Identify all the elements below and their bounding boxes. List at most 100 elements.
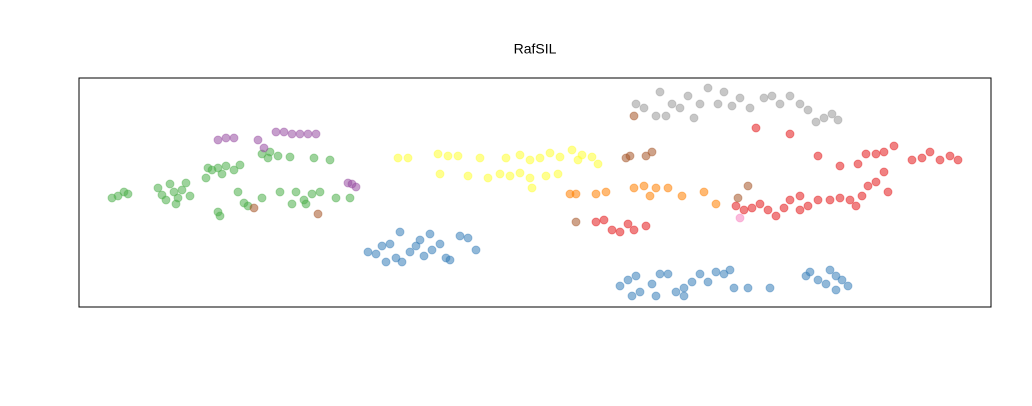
point <box>627 291 637 301</box>
point <box>591 189 601 199</box>
point <box>735 93 745 103</box>
point <box>271 127 281 137</box>
point <box>651 111 661 121</box>
point <box>249 203 259 213</box>
point <box>123 189 133 199</box>
point <box>313 209 323 219</box>
point <box>215 211 225 221</box>
point <box>229 133 239 143</box>
point <box>935 155 945 165</box>
point <box>573 155 583 165</box>
point <box>827 109 837 119</box>
point <box>161 195 171 205</box>
point <box>593 159 603 169</box>
point <box>201 173 211 183</box>
point <box>229 165 239 175</box>
point <box>695 99 705 109</box>
point <box>651 183 661 193</box>
point <box>629 183 639 193</box>
point <box>679 291 689 301</box>
point <box>667 99 677 109</box>
point <box>393 153 403 163</box>
point <box>639 181 649 191</box>
point <box>639 103 649 113</box>
point <box>265 147 275 157</box>
point <box>711 267 721 277</box>
point <box>169 187 179 197</box>
point <box>871 149 881 159</box>
chart-title: RafSIL <box>514 41 557 57</box>
point <box>351 182 361 192</box>
point <box>883 187 893 197</box>
point <box>445 255 455 265</box>
point <box>291 187 301 197</box>
point <box>695 269 705 279</box>
point <box>301 199 311 209</box>
point <box>857 191 867 201</box>
point <box>813 275 823 285</box>
point <box>719 269 729 279</box>
point <box>615 281 625 291</box>
point <box>403 153 413 163</box>
point <box>739 205 749 215</box>
point <box>689 113 699 123</box>
point <box>325 155 335 165</box>
point <box>381 257 391 267</box>
point <box>203 163 213 173</box>
point <box>545 148 555 158</box>
point <box>411 241 421 251</box>
point <box>463 171 473 181</box>
point <box>221 133 231 143</box>
point <box>275 187 285 197</box>
point <box>631 271 641 281</box>
point <box>363 247 373 257</box>
point <box>385 239 395 249</box>
point <box>377 241 387 251</box>
point <box>623 275 633 285</box>
point <box>703 83 713 93</box>
point <box>287 129 297 139</box>
point <box>435 169 445 179</box>
point <box>907 155 917 165</box>
point <box>785 195 795 205</box>
point <box>273 151 283 161</box>
point <box>729 283 739 293</box>
point <box>629 111 639 121</box>
point <box>925 147 935 157</box>
point <box>663 269 673 279</box>
point <box>645 191 655 201</box>
point <box>703 277 713 287</box>
point <box>235 160 245 170</box>
point <box>475 153 485 163</box>
point <box>257 193 267 203</box>
point <box>831 271 841 281</box>
point <box>835 161 845 171</box>
point <box>699 187 709 197</box>
point <box>567 145 577 155</box>
point <box>661 111 671 121</box>
point <box>727 101 737 111</box>
point <box>571 189 581 199</box>
point <box>833 115 843 125</box>
point <box>483 173 493 183</box>
point <box>415 235 425 245</box>
point <box>171 199 181 209</box>
point <box>819 113 829 123</box>
point <box>553 169 563 179</box>
point <box>259 143 269 153</box>
point <box>371 249 381 259</box>
point <box>391 253 401 263</box>
point <box>295 129 305 139</box>
point <box>501 153 511 163</box>
point <box>233 187 243 197</box>
point <box>679 283 689 293</box>
point <box>435 239 445 249</box>
point <box>765 283 775 293</box>
point <box>217 169 227 179</box>
point <box>397 257 407 267</box>
point <box>825 265 835 275</box>
point <box>683 91 693 101</box>
point <box>623 219 633 229</box>
point <box>395 227 405 237</box>
